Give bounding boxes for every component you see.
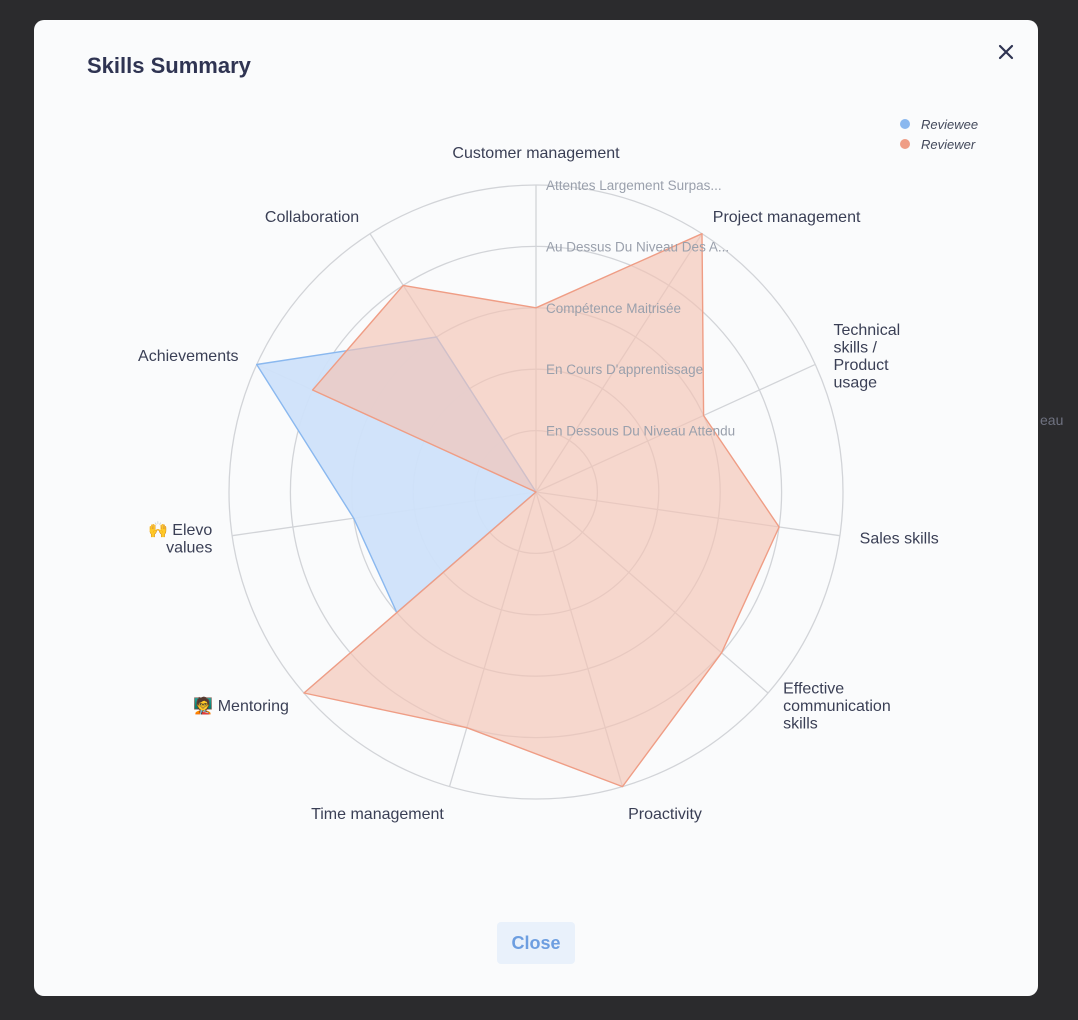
- backdrop-text: eau: [1040, 412, 1064, 428]
- legend-label-reviewer: Reviewer: [921, 136, 976, 152]
- axis-label-line: Sales skills: [860, 531, 939, 548]
- level-label-4: Au Dessus Du Niveau Des A...: [546, 239, 729, 254]
- radar-axis-labels: Customer management Project management Tec…: [138, 145, 939, 823]
- axis-label-line: Proactivity: [628, 806, 702, 823]
- radar-chart: En Dessous Du Niveau Attendu En Cours D'a…: [138, 145, 939, 823]
- chart-legend: Reviewee Reviewer: [900, 114, 978, 154]
- level-label-1: En Dessous Du Niveau Attendu: [546, 424, 735, 439]
- legend-item-reviewer[interactable]: Reviewer: [900, 134, 978, 154]
- modal-title: Skills Summary: [87, 53, 251, 78]
- skills-summary-modal: Skills Summary En Dessous Du Niveau Atte…: [34, 20, 1038, 996]
- axis-label-line: communication: [783, 698, 891, 715]
- axis-label-line: Time management: [311, 806, 444, 823]
- axis-label-sales-skills: Sales skills: [860, 531, 939, 548]
- axis-label-line: usage: [833, 374, 877, 391]
- axis-label-achievements: Achievements: [138, 348, 239, 365]
- level-label-3: Compétence Maitrisée: [546, 301, 681, 316]
- radar-level-labels: En Dessous Du Niveau Attendu En Cours D'a…: [546, 178, 735, 439]
- axis-label-line: skills: [783, 716, 818, 733]
- axis-label-line: Technical: [833, 322, 900, 339]
- axis-label-effective-communication-skills: Effective communication skills: [783, 681, 891, 733]
- axis-label-technical-skills-product-usage: Technical skills / Product usage: [833, 322, 900, 392]
- axis-label-line: Product: [833, 357, 889, 374]
- axis-label-project-management: Project management: [713, 209, 861, 226]
- axis-label-line: Effective: [783, 681, 844, 698]
- axis-label-line: 🙌 Elevo: [148, 521, 212, 539]
- axis-label-proactivity: Proactivity: [628, 806, 702, 823]
- close-icon-glyph: [998, 44, 1014, 60]
- axis-label-mentoring: 🧑‍🏫 Mentoring: [193, 696, 289, 715]
- reviewer-dot: [900, 139, 910, 149]
- axis-label-collaboration: Collaboration: [265, 209, 359, 226]
- radar-series: [255, 232, 780, 788]
- reviewee-dot: [900, 119, 910, 129]
- axis-label-line: Project management: [713, 209, 861, 226]
- axis-label-line: Achievements: [138, 348, 239, 365]
- axis-label-line: values: [166, 539, 212, 556]
- close-icon[interactable]: [992, 38, 1020, 66]
- axis-label-line: 🧑‍🏫 Mentoring: [193, 696, 289, 715]
- axis-label-line: Collaboration: [265, 209, 359, 226]
- level-label-5: Attentes Largement Surpas...: [546, 178, 722, 193]
- legend-label-reviewee: Reviewee: [921, 116, 979, 132]
- level-label-2: En Cours D'apprentissage: [546, 362, 703, 377]
- close-button[interactable]: Close: [497, 922, 575, 964]
- axis-label-line: skills /: [833, 339, 877, 356]
- axis-label-time-management: Time management: [311, 806, 444, 823]
- series-area-reviewer: [303, 232, 780, 788]
- axis-label-customer-management: Customer management: [452, 145, 620, 162]
- axis-label-line: Customer management: [452, 145, 620, 162]
- legend-item-reviewee[interactable]: Reviewee: [900, 114, 978, 134]
- axis-label-elevo-values: 🙌 Elevo values: [148, 521, 212, 557]
